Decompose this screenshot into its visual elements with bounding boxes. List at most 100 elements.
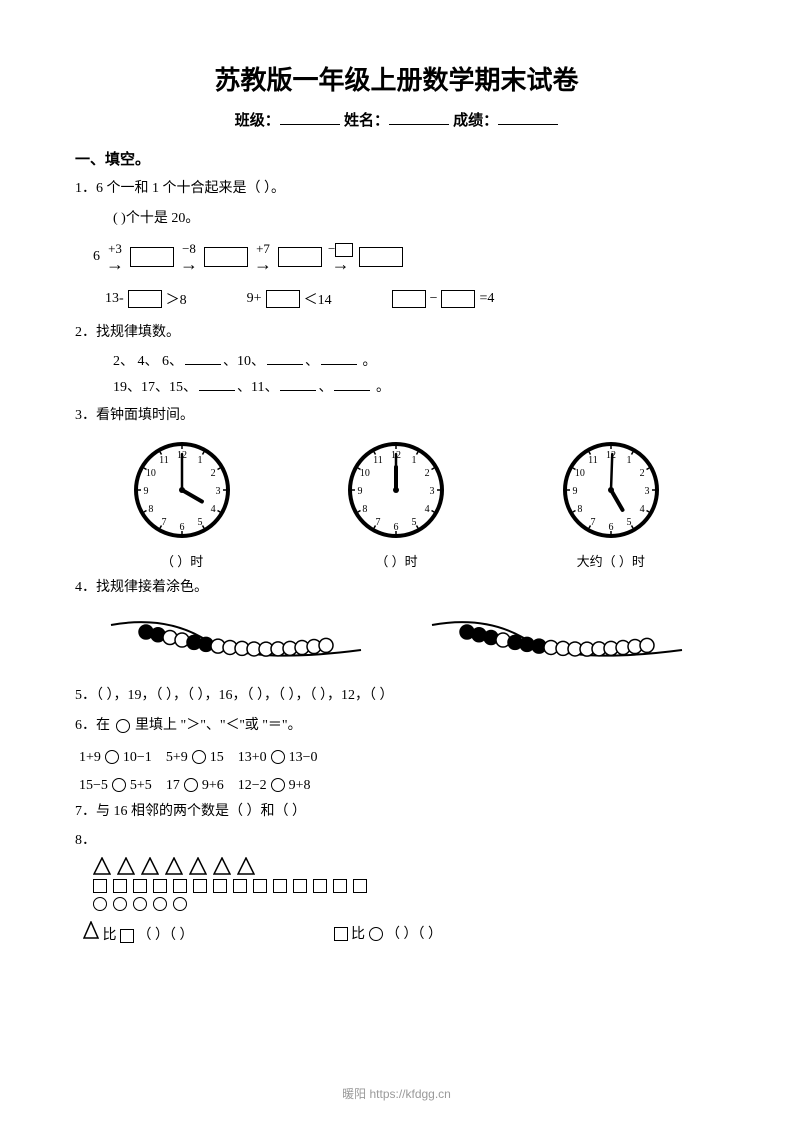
q6-circ[interactable] xyxy=(192,750,206,764)
svg-text:1: 1 xyxy=(198,455,203,466)
triangle-icon xyxy=(93,857,111,875)
svg-text:1: 1 xyxy=(626,455,631,466)
square-icon xyxy=(213,879,227,893)
chain-box-2[interactable] xyxy=(204,247,248,267)
q6-circ[interactable] xyxy=(184,778,198,792)
q5: 5．（ ），19，（ ），（ ），16，（ ），（ ），（ ），12，（ ） xyxy=(75,684,718,708)
square-icon xyxy=(313,879,327,893)
q6-circ[interactable] xyxy=(271,778,285,792)
svg-text:4: 4 xyxy=(639,504,644,515)
arrow-icon: → xyxy=(254,255,272,273)
bead-string-2 xyxy=(427,610,687,670)
square-icon xyxy=(273,879,287,893)
triangle-icon xyxy=(83,921,99,939)
chain-box-3[interactable] xyxy=(278,247,322,267)
svg-text:3: 3 xyxy=(216,486,221,497)
circle-row xyxy=(93,897,718,911)
circle-icon xyxy=(369,927,383,941)
arrow-icon: → xyxy=(332,255,350,273)
svg-text:3: 3 xyxy=(644,486,649,497)
svg-text:5: 5 xyxy=(626,517,631,528)
triangle-icon xyxy=(237,857,255,875)
svg-text:2: 2 xyxy=(211,468,216,479)
ineq-3-box-b[interactable] xyxy=(441,290,475,308)
chain-op1: +3→ xyxy=(106,241,124,273)
svg-text:1: 1 xyxy=(412,455,417,466)
square-icon xyxy=(113,879,127,893)
class-blank[interactable] xyxy=(280,111,340,125)
clock-1: 123456789101112（ ）时 xyxy=(132,440,232,570)
compare-2: 比 （ ）（ ） xyxy=(334,923,443,943)
ineq-1: 13-＞8 xyxy=(105,289,187,309)
q6-circ[interactable] xyxy=(105,750,119,764)
arrow-icon: → xyxy=(106,255,124,273)
svg-text:11: 11 xyxy=(588,455,598,466)
compare-1: 比 （ ）（ ） xyxy=(83,921,194,944)
circle-icon xyxy=(116,719,130,733)
q6-row1: 1+910−1 5+915 13+013−0 xyxy=(79,744,718,772)
seq2-blank-1[interactable] xyxy=(199,379,235,391)
q1-line2: ( )个十是 20。 xyxy=(113,207,718,231)
svg-text:3: 3 xyxy=(430,486,435,497)
beads-row xyxy=(75,610,718,670)
chain-op3: +7→ xyxy=(254,241,272,273)
triangle-icon xyxy=(141,857,159,875)
clocks-row: 123456789101112（ ）时 123456789101112（ ）时 … xyxy=(75,440,718,570)
q8-shapes xyxy=(93,857,718,911)
q6-circ[interactable] xyxy=(112,778,126,792)
seq1-blank-1[interactable] xyxy=(185,353,221,365)
ineq-3-box-a[interactable] xyxy=(392,290,426,308)
ineq-2-box[interactable] xyxy=(266,290,300,308)
square-icon xyxy=(173,879,187,893)
q4-head: 4．找规律接着涂色。 xyxy=(75,576,718,600)
q1-chain: 6 +3→ −8→ +7→ −→ xyxy=(93,241,718,273)
square-icon xyxy=(93,879,107,893)
page-title: 苏教版一年级上册数学期末试卷 xyxy=(75,60,718,97)
triangle-icon xyxy=(117,857,135,875)
svg-text:5: 5 xyxy=(412,517,417,528)
seq2-blank-2[interactable] xyxy=(280,379,316,391)
seq1-blank-3[interactable] xyxy=(321,353,357,365)
q8-compare-row: 比 （ ）（ ） 比 （ ）（ ） xyxy=(83,921,718,944)
chain-op2: −8→ xyxy=(180,241,198,273)
svg-text:9: 9 xyxy=(144,486,149,497)
seq1-blank-2[interactable] xyxy=(267,353,303,365)
q8-head: 8． xyxy=(75,833,96,848)
class-label: 班级： xyxy=(235,112,280,129)
seq2-blank-3[interactable] xyxy=(334,379,370,391)
svg-text:10: 10 xyxy=(146,468,156,479)
square-icon xyxy=(353,879,367,893)
square-icon xyxy=(253,879,267,893)
name-label: 姓名： xyxy=(344,112,389,129)
svg-text:10: 10 xyxy=(575,468,585,479)
square-icon xyxy=(133,879,147,893)
square-icon xyxy=(334,927,348,941)
q6-circ[interactable] xyxy=(271,750,285,764)
svg-text:8: 8 xyxy=(148,504,153,515)
chain-box-4[interactable] xyxy=(359,247,403,267)
svg-text:5: 5 xyxy=(198,517,203,528)
svg-text:2: 2 xyxy=(639,468,644,479)
clock-2-label: （ ）时 xyxy=(346,551,446,570)
chain-box-1[interactable] xyxy=(130,247,174,267)
square-icon xyxy=(193,879,207,893)
svg-text:9: 9 xyxy=(572,486,577,497)
circle-icon xyxy=(113,897,127,911)
bead-string-1 xyxy=(106,610,366,670)
svg-text:11: 11 xyxy=(374,455,384,466)
triangle-icon xyxy=(165,857,183,875)
q1-line1: 1．6 个一和 1 个十合起来是（ ）。 xyxy=(75,177,718,201)
name-blank[interactable] xyxy=(389,111,449,125)
chain-op4: −→ xyxy=(328,241,353,273)
square-row xyxy=(93,879,718,893)
square-icon xyxy=(153,879,167,893)
svg-text:10: 10 xyxy=(360,468,370,479)
circle-icon xyxy=(93,897,107,911)
circle-icon xyxy=(133,897,147,911)
q6-head: 6．在 里填上 "＞"、"＜''或 "＝"。 xyxy=(75,714,718,738)
score-blank[interactable] xyxy=(498,111,558,125)
ineq-1-box[interactable] xyxy=(128,290,162,308)
clock-2: 123456789101112（ ）时 xyxy=(346,440,446,570)
ineq-3: −=4 xyxy=(392,290,495,308)
circle-icon xyxy=(153,897,167,911)
